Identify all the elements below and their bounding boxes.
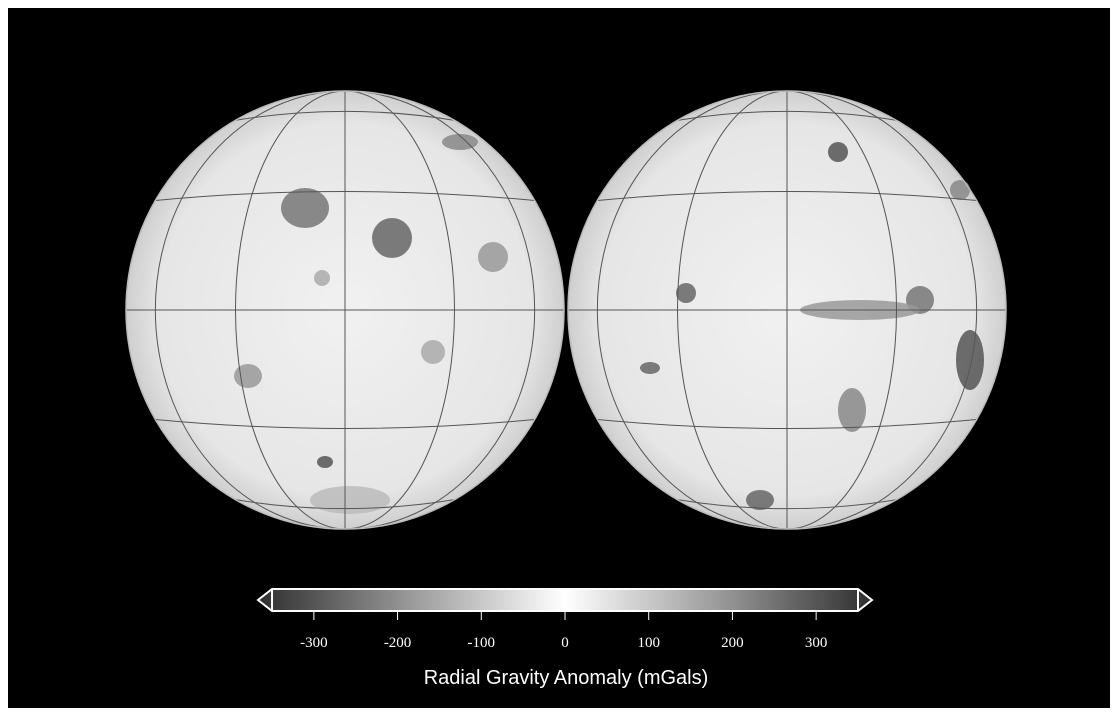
crater-feature	[828, 142, 848, 162]
colorbar-label: Radial Gravity Anomaly (mGals)	[424, 667, 709, 689]
colorbar-bar	[256, 588, 874, 612]
colorbar-tick-label: 300	[805, 635, 828, 651]
crater-feature	[746, 490, 774, 510]
crater-feature	[281, 188, 329, 228]
colorbar-tick-label: -100	[468, 635, 496, 651]
parallel	[235, 499, 455, 510]
parallel	[597, 191, 977, 201]
crater-feature	[676, 283, 696, 303]
parallel	[155, 419, 535, 429]
crater-feature	[478, 242, 508, 272]
parallel	[677, 499, 897, 510]
parallel	[235, 110, 455, 121]
crater-feature	[950, 180, 970, 200]
globe-edge	[567, 90, 1007, 530]
crater-feature	[838, 388, 866, 432]
crater-feature	[372, 218, 412, 258]
crater-feature	[442, 134, 478, 150]
crater-feature	[310, 486, 390, 514]
colorbar-tick-label: -300	[300, 635, 328, 651]
crater-feature	[640, 362, 660, 374]
colorbar-tick-label: 100	[637, 635, 660, 651]
crater-feature	[317, 456, 333, 468]
parallel	[597, 419, 977, 429]
parallel	[677, 110, 897, 121]
crater-feature	[234, 364, 262, 388]
globe-edge	[125, 90, 565, 530]
colorbar-tick-label: 0	[561, 635, 569, 651]
colorbar	[256, 588, 874, 620]
crater-feature	[956, 330, 984, 390]
crater-feature	[421, 340, 445, 364]
parallel	[155, 191, 535, 201]
colorbar-tick-label: -200	[384, 635, 412, 651]
colorbar-tick-label: 200	[721, 635, 744, 651]
globes	[125, 90, 1007, 530]
crater-feature	[314, 270, 330, 286]
